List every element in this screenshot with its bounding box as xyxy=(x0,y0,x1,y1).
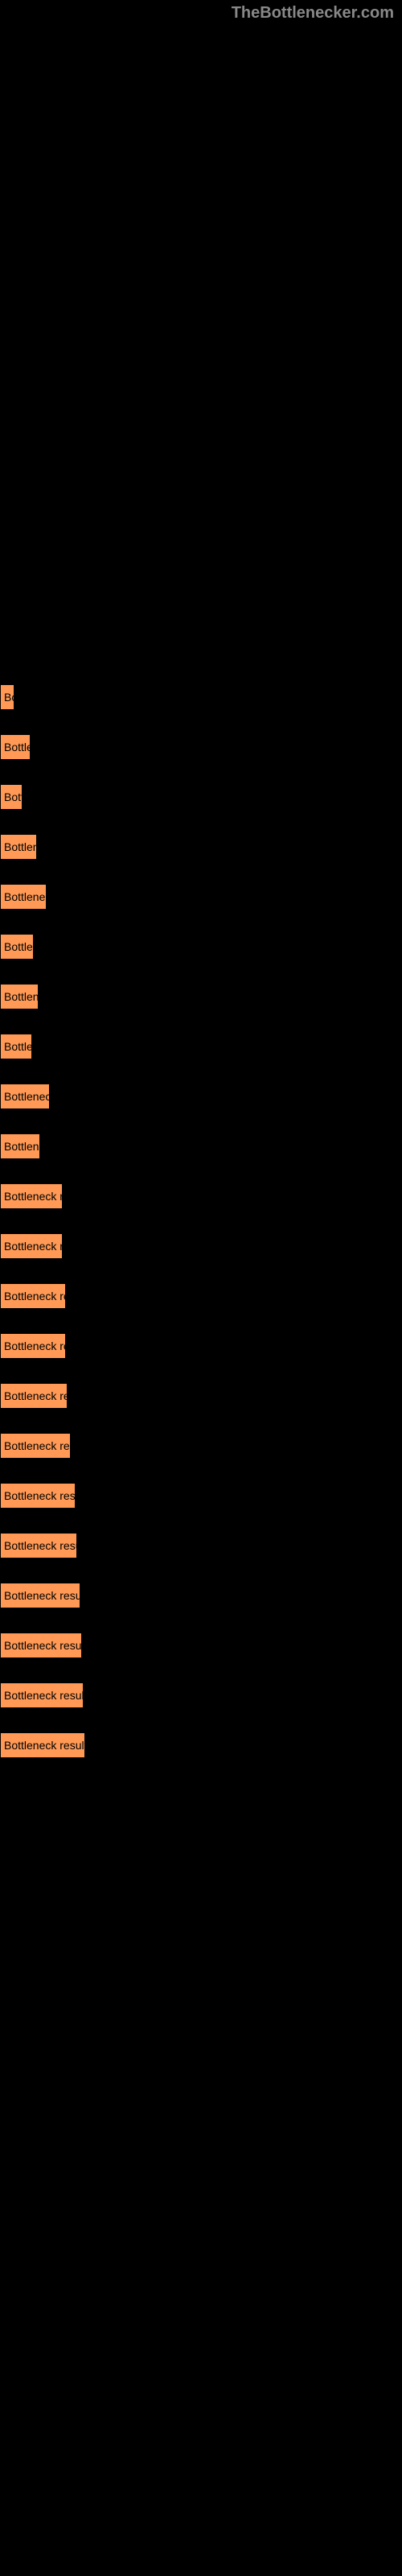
bar-row: Bottleneck result xyxy=(0,1583,402,1608)
bar-row: Bottlene xyxy=(0,1034,402,1059)
bar-row: Bottleneck result xyxy=(0,1233,402,1259)
bar: Bottleneck xyxy=(0,834,37,860)
bar: Bottleneck result xyxy=(0,1533,77,1558)
bar: Bottleneck result xyxy=(0,1732,85,1758)
bar: Bottleneck result xyxy=(0,1682,84,1708)
bar-row: Bottleneck result xyxy=(0,1283,402,1309)
bar-row: Bottleneck result xyxy=(0,1533,402,1558)
bar: Bottlene xyxy=(0,734,31,760)
bar-row: Bottleneck xyxy=(0,984,402,1009)
bar: Bottl xyxy=(0,784,23,810)
chart-top-spacer xyxy=(0,0,402,684)
bar: Bottleneck result xyxy=(0,1583,80,1608)
bar-row: Bo xyxy=(0,684,402,710)
bar: Bo xyxy=(0,684,14,710)
bars-container: Bo Bottlene Bottl Bottleneck Bottleneck re Bo… xyxy=(0,684,402,1758)
bar-row: Bottleneck result xyxy=(0,1682,402,1708)
bar-row: Bottleneck re xyxy=(0,884,402,910)
bar-row: Bottleneck result xyxy=(0,1183,402,1209)
bar-row: Bottleneck res xyxy=(0,1084,402,1109)
watermark-text: TheBottlenecker.com xyxy=(232,4,394,23)
bar: Bottleneck result xyxy=(0,1183,63,1209)
bar: Bottleneck xyxy=(0,1133,40,1159)
bar: Bottleneck result xyxy=(0,1233,63,1259)
bar-row: Bottleneck result xyxy=(0,1633,402,1658)
bar: Bottleneck res xyxy=(0,1084,50,1109)
bar-row: Bottleneck result xyxy=(0,1732,402,1758)
bar-row: Bottleneck result xyxy=(0,1483,402,1509)
bar-row: Bottlenec xyxy=(0,934,402,960)
bar: Bottleneck re xyxy=(0,884,47,910)
bar-row: Bottlene xyxy=(0,734,402,760)
bar: Bottleneck result xyxy=(0,1283,66,1309)
bar: Bottleneck result xyxy=(0,1433,71,1459)
bar: Bottleneck result xyxy=(0,1483,76,1509)
bar-row: Bottleneck result xyxy=(0,1433,402,1459)
bar-row: Bottleneck result xyxy=(0,1333,402,1359)
bar-row: Bottleneck result xyxy=(0,1383,402,1409)
bar: Bottlene xyxy=(0,1034,32,1059)
bar: Bottleneck xyxy=(0,984,39,1009)
bar: Bottleneck result xyxy=(0,1383,68,1409)
bar-row: Bottleneck xyxy=(0,834,402,860)
bar: Bottlenec xyxy=(0,934,34,960)
bar: Bottleneck result xyxy=(0,1633,82,1658)
bar-row: Bottl xyxy=(0,784,402,810)
bar-row: Bottleneck xyxy=(0,1133,402,1159)
bar: Bottleneck result xyxy=(0,1333,66,1359)
